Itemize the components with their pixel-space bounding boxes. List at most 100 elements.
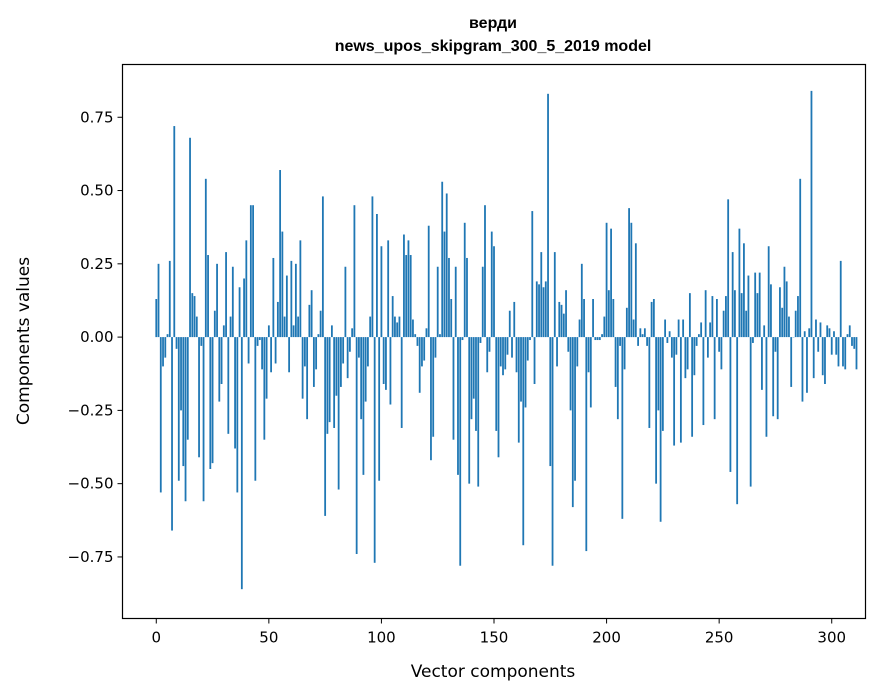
bar <box>781 307 784 338</box>
bar <box>475 337 477 431</box>
bar <box>821 337 824 376</box>
bar <box>421 337 423 367</box>
bar <box>549 337 552 467</box>
bar <box>166 334 169 338</box>
bar <box>236 337 239 493</box>
bar <box>580 263 583 338</box>
bar <box>180 337 182 411</box>
bar <box>256 337 259 346</box>
bar <box>578 319 581 338</box>
bar <box>540 252 543 338</box>
bar <box>439 334 441 338</box>
bar <box>553 252 556 338</box>
bar <box>353 205 356 338</box>
bar <box>758 272 761 338</box>
bar <box>535 281 538 338</box>
bar <box>159 337 162 493</box>
bar <box>254 337 257 481</box>
bar <box>625 307 628 338</box>
x-axis-ticks: 0 50 100 150 200 250 300 <box>151 618 846 647</box>
bar <box>824 337 826 384</box>
x-tick-label: 50 <box>259 629 278 647</box>
bar <box>177 337 180 481</box>
bar <box>364 337 367 402</box>
y-axis-ticks: −0.75 −0.50 −0.25 0.00 0.25 0.50 0.75 <box>68 108 123 566</box>
bar <box>285 275 288 338</box>
bar <box>803 331 806 338</box>
x-tick-label: 100 <box>367 629 396 647</box>
bar <box>520 337 522 402</box>
bar <box>697 334 700 338</box>
bar <box>301 337 304 399</box>
bar <box>164 337 167 358</box>
bar <box>279 170 282 338</box>
bar <box>290 260 293 338</box>
bar <box>587 337 590 373</box>
bar <box>702 337 705 426</box>
bar <box>457 337 459 475</box>
bar <box>508 310 511 338</box>
bar <box>270 337 272 373</box>
bar <box>704 290 707 338</box>
bar <box>234 337 236 449</box>
x-tick-label: 0 <box>151 629 161 647</box>
bar <box>211 337 214 464</box>
bar <box>842 337 844 367</box>
bar <box>283 316 286 338</box>
bar <box>614 337 617 387</box>
bar <box>425 328 428 338</box>
bar <box>362 337 365 475</box>
bar <box>513 301 516 338</box>
bar <box>382 337 385 384</box>
bar <box>788 316 790 338</box>
bar <box>848 325 851 338</box>
bar <box>648 337 651 428</box>
bar <box>531 211 534 338</box>
bar <box>351 328 354 338</box>
bar <box>276 301 279 338</box>
bar <box>409 255 412 338</box>
bar <box>589 337 592 408</box>
x-tick-label: 150 <box>480 629 509 647</box>
bar <box>400 337 403 428</box>
bar <box>853 337 856 349</box>
bar <box>430 337 432 461</box>
bar <box>569 337 572 411</box>
bar <box>502 337 504 376</box>
bar <box>695 337 698 346</box>
bar <box>448 257 450 338</box>
bar <box>749 337 752 487</box>
bar <box>659 337 662 522</box>
bar <box>677 319 680 338</box>
bar <box>619 337 621 346</box>
bar <box>443 231 446 338</box>
bar <box>675 337 678 355</box>
bar <box>628 208 630 338</box>
bar <box>328 337 331 423</box>
bar <box>605 222 608 338</box>
bar <box>630 222 633 338</box>
bar <box>333 337 336 428</box>
bar <box>641 334 644 338</box>
bar <box>263 337 266 440</box>
bar <box>684 337 687 379</box>
bar <box>412 319 414 338</box>
bar <box>265 337 268 399</box>
chart-title-line1: верди <box>469 15 517 32</box>
bar <box>195 316 198 338</box>
bar <box>319 310 322 338</box>
bar <box>515 337 518 373</box>
bar <box>184 337 187 502</box>
bar <box>794 310 797 338</box>
bar <box>808 328 811 338</box>
bar <box>459 337 462 566</box>
bar <box>855 337 858 370</box>
y-tick-label: 0.00 <box>80 328 113 346</box>
bar <box>209 337 212 469</box>
bar <box>218 337 221 402</box>
bar <box>292 325 295 338</box>
bar <box>288 337 291 373</box>
bar <box>479 337 482 343</box>
bar <box>812 337 815 379</box>
